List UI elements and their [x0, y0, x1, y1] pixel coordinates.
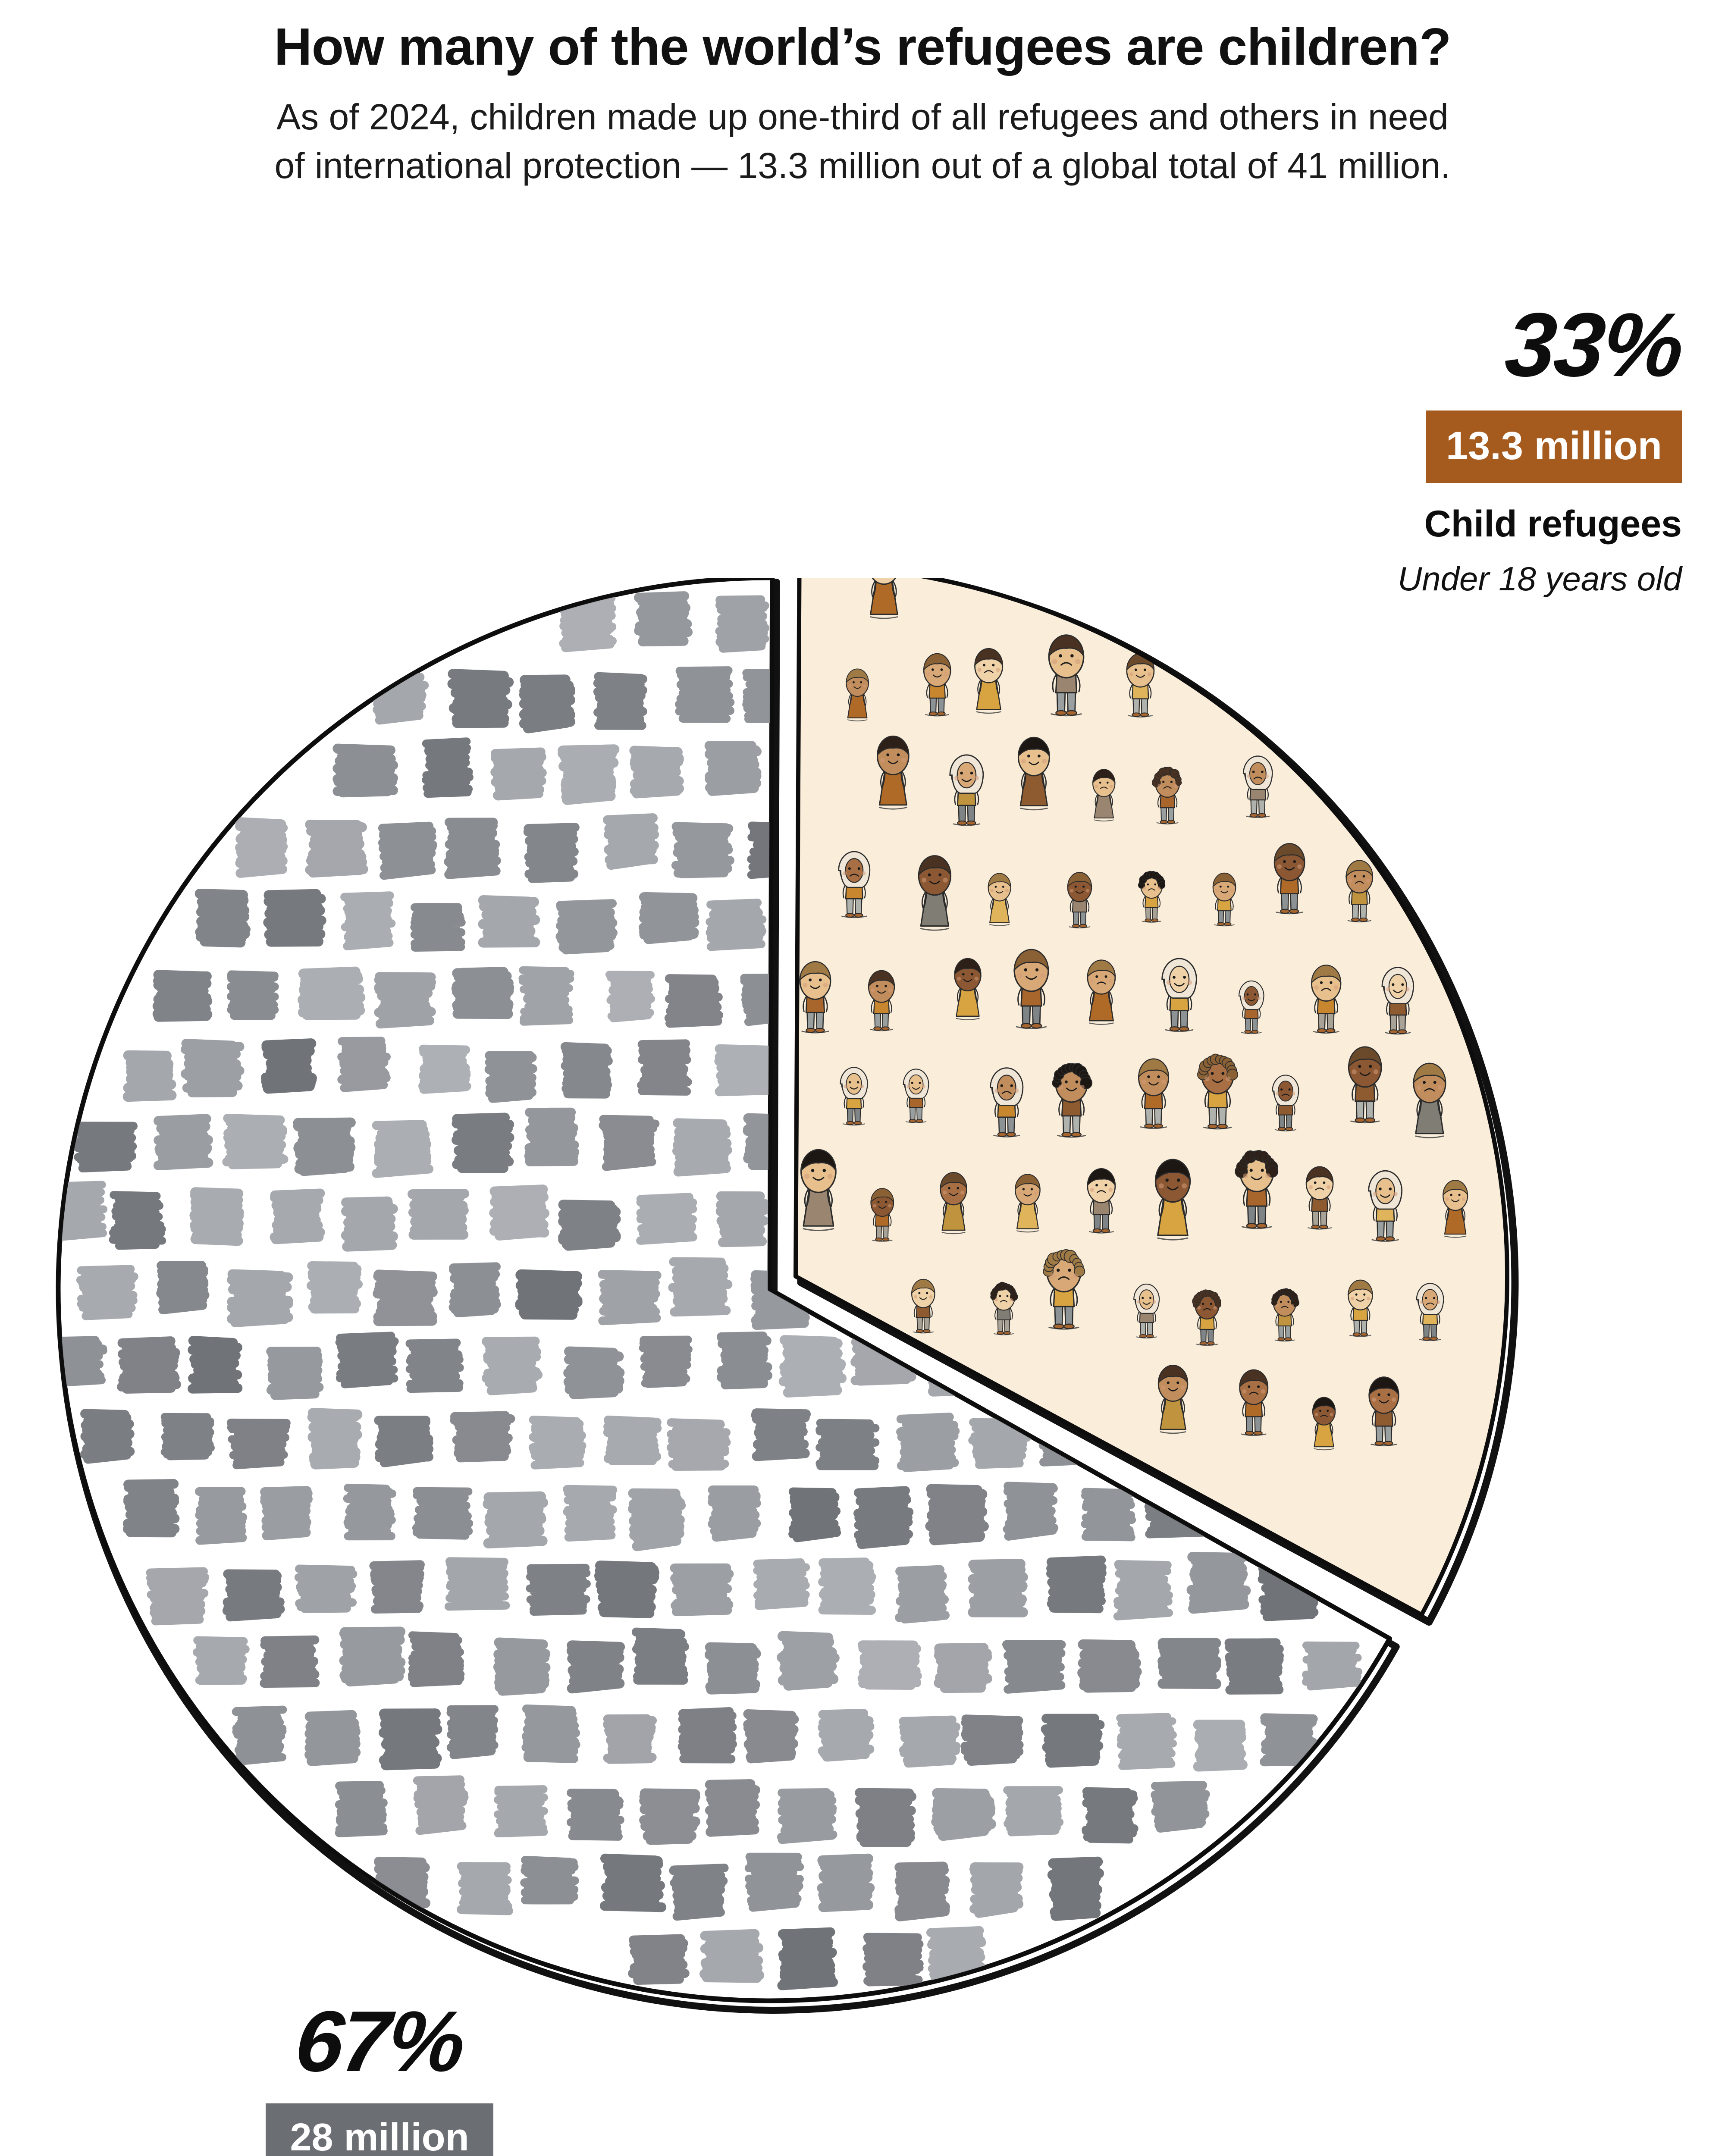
adult-percent-value: 67%: [292, 1993, 467, 2090]
child-refugees-callout: 33% 13.3 million Child refugees Under 18…: [1121, 294, 1686, 599]
child-value-badge: 13.3 million: [1426, 410, 1682, 483]
subtitle-line-2: of international protection — 13.3 milli…: [274, 145, 1451, 186]
child-percent-value: 33%: [1501, 294, 1687, 395]
adult-refugees-callout: 67% 28 million Adult refugees 18 years o…: [142, 1993, 617, 2156]
pie-chart-svg: [56, 578, 1519, 2014]
page-title: How many of the world’s refugees are chi…: [274, 17, 1452, 76]
subtitle-line-1: As of 2024, children made up one-third o…: [276, 97, 1449, 137]
adult-slice-outline: [56, 578, 1392, 2003]
pie-chart: [0, 578, 1725, 2027]
child-slice-figure-illustration: [799, 578, 1468, 1451]
child-age-sublabel: Under 18 years old: [1397, 559, 1682, 598]
child-slice-outline: [794, 578, 1509, 1617]
page-subtitle: As of 2024, children made up one-third o…: [0, 93, 1725, 190]
child-category-label: Child refugees: [1424, 503, 1682, 545]
adult-value-badge: 28 million: [266, 2103, 493, 2156]
pie-slice-child: [794, 578, 1519, 1626]
